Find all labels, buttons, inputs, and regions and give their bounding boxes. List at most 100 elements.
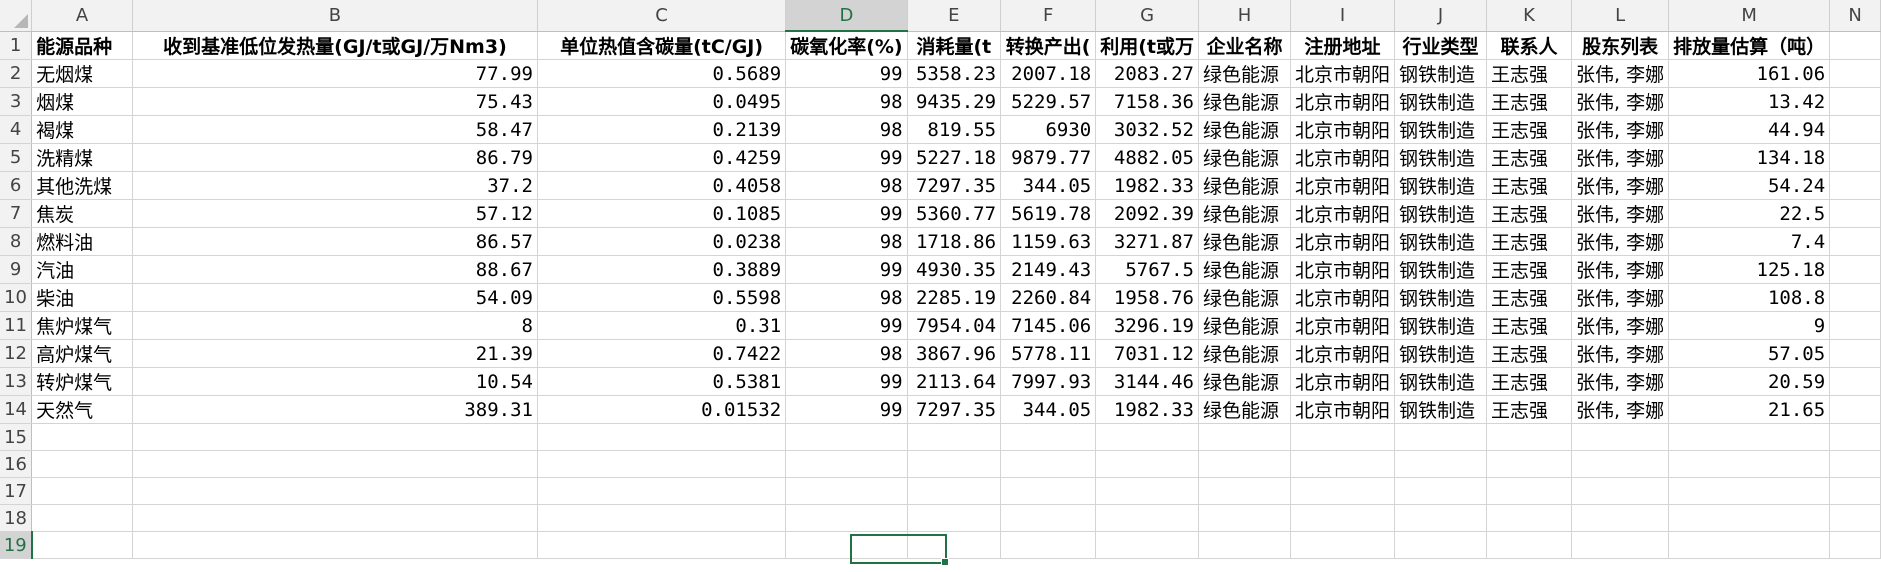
cell-g2[interactable]: 2083.27 [1095,59,1199,88]
cell-e4[interactable]: 819.55 [907,115,1002,144]
cell-n7[interactable] [1829,199,1881,228]
cell-c5[interactable]: 0.4259 [537,143,787,172]
cell-a7[interactable]: 焦炭 [31,199,133,228]
cell-i18[interactable] [1290,504,1396,532]
cell-e13[interactable]: 2113.64 [907,367,1002,396]
cell-d9[interactable]: 99 [785,255,908,284]
cell-h19[interactable] [1198,531,1291,559]
cell-b4[interactable]: 58.47 [132,115,538,144]
cell-d15[interactable] [785,423,908,451]
row-header-18[interactable]: 18 [0,504,33,532]
cell-b6[interactable]: 37.2 [132,171,538,200]
cell-i16[interactable] [1290,450,1396,478]
cell-j11[interactable]: 钢铁制造 [1394,311,1487,340]
cell-n3[interactable] [1829,87,1881,116]
cell-j13[interactable]: 钢铁制造 [1394,367,1487,396]
cell-e9[interactable]: 4930.35 [907,255,1002,284]
cell-h1[interactable]: 企业名称 [1198,31,1291,60]
cell-m14[interactable]: 21.65 [1668,395,1831,424]
cell-c18[interactable] [537,504,787,532]
cell-l7[interactable]: 张伟, 李娜 [1571,199,1670,228]
cell-e10[interactable]: 2285.19 [907,283,1002,312]
column-header-n[interactable]: N [1829,0,1881,32]
cell-l6[interactable]: 张伟, 李娜 [1571,171,1670,200]
cell-k11[interactable]: 王志强 [1486,311,1573,340]
cell-b9[interactable]: 88.67 [132,255,538,284]
cell-l5[interactable]: 张伟, 李娜 [1571,143,1670,172]
cell-a18[interactable] [31,504,133,532]
cell-m9[interactable]: 125.18 [1668,255,1831,284]
cell-a5[interactable]: 洗精煤 [31,143,133,172]
cell-i14[interactable]: 北京市朝阳 [1290,395,1396,424]
cell-a1[interactable]: 能源品种 [31,31,133,60]
cell-l11[interactable]: 张伟, 李娜 [1571,311,1670,340]
cell-m1[interactable]: 排放量估算（吨） [1668,31,1831,60]
cell-j14[interactable]: 钢铁制造 [1394,395,1487,424]
cell-f12[interactable]: 5778.11 [1000,339,1097,368]
cell-n10[interactable] [1829,283,1881,312]
cell-g13[interactable]: 3144.46 [1095,367,1199,396]
cell-g15[interactable] [1095,423,1199,451]
cell-e15[interactable] [907,423,1002,451]
cell-k2[interactable]: 王志强 [1486,59,1573,88]
cell-m17[interactable] [1668,477,1831,505]
cell-g6[interactable]: 1982.33 [1095,171,1199,200]
cell-n18[interactable] [1829,504,1881,532]
cell-k8[interactable]: 王志强 [1486,227,1573,256]
cell-j5[interactable]: 钢铁制造 [1394,143,1487,172]
cell-c9[interactable]: 0.3889 [537,255,787,284]
cell-a15[interactable] [31,423,133,451]
cell-l9[interactable]: 张伟, 李娜 [1571,255,1670,284]
cell-d2[interactable]: 99 [785,59,908,88]
cell-e12[interactable]: 3867.96 [907,339,1002,368]
row-header-1[interactable]: 1 [0,31,33,60]
cell-g8[interactable]: 3271.87 [1095,227,1199,256]
cell-l19[interactable] [1571,531,1670,559]
cell-n4[interactable] [1829,115,1881,144]
cell-n19[interactable] [1829,531,1881,559]
cell-c11[interactable]: 0.31 [537,311,787,340]
cell-j4[interactable]: 钢铁制造 [1394,115,1487,144]
cell-k1[interactable]: 联系人 [1486,31,1573,60]
row-header-19[interactable]: 19 [0,531,33,559]
cell-h16[interactable] [1198,450,1291,478]
cell-i1[interactable]: 注册地址 [1290,31,1396,60]
cell-e18[interactable] [907,504,1002,532]
cell-j18[interactable] [1394,504,1487,532]
cell-a17[interactable] [31,477,133,505]
cell-m4[interactable]: 44.94 [1668,115,1831,144]
cell-m2[interactable]: 161.06 [1668,59,1831,88]
cell-g16[interactable] [1095,450,1199,478]
cell-g19[interactable] [1095,531,1199,559]
cell-e16[interactable] [907,450,1002,478]
cell-l15[interactable] [1571,423,1670,451]
cell-i11[interactable]: 北京市朝阳 [1290,311,1396,340]
cell-h8[interactable]: 绿色能源 [1198,227,1291,256]
cell-i6[interactable]: 北京市朝阳 [1290,171,1396,200]
cell-i15[interactable] [1290,423,1396,451]
cell-a9[interactable]: 汽油 [31,255,133,284]
column-header-g[interactable]: G [1095,0,1199,32]
cell-g1[interactable]: 利用(t或万 [1095,31,1199,60]
cell-k15[interactable] [1486,423,1573,451]
cell-d1[interactable]: 碳氧化率(%) [785,31,908,60]
cell-c10[interactable]: 0.5598 [537,283,787,312]
cell-l4[interactable]: 张伟, 李娜 [1571,115,1670,144]
cell-l18[interactable] [1571,504,1670,532]
cell-d12[interactable]: 98 [785,339,908,368]
cell-n8[interactable] [1829,227,1881,256]
row-header-5[interactable]: 5 [0,143,33,172]
cell-e5[interactable]: 5227.18 [907,143,1002,172]
cell-g18[interactable] [1095,504,1199,532]
cell-a10[interactable]: 柴油 [31,283,133,312]
cell-a13[interactable]: 转炉煤气 [31,367,133,396]
cell-d5[interactable]: 99 [785,143,908,172]
cell-m19[interactable] [1668,531,1831,559]
cell-g7[interactable]: 2092.39 [1095,199,1199,228]
cell-k13[interactable]: 王志强 [1486,367,1573,396]
cell-b11[interactable]: 8 [132,311,538,340]
cell-e7[interactable]: 5360.77 [907,199,1002,228]
cell-d4[interactable]: 98 [785,115,908,144]
row-header-15[interactable]: 15 [0,423,33,451]
row-header-4[interactable]: 4 [0,115,33,144]
